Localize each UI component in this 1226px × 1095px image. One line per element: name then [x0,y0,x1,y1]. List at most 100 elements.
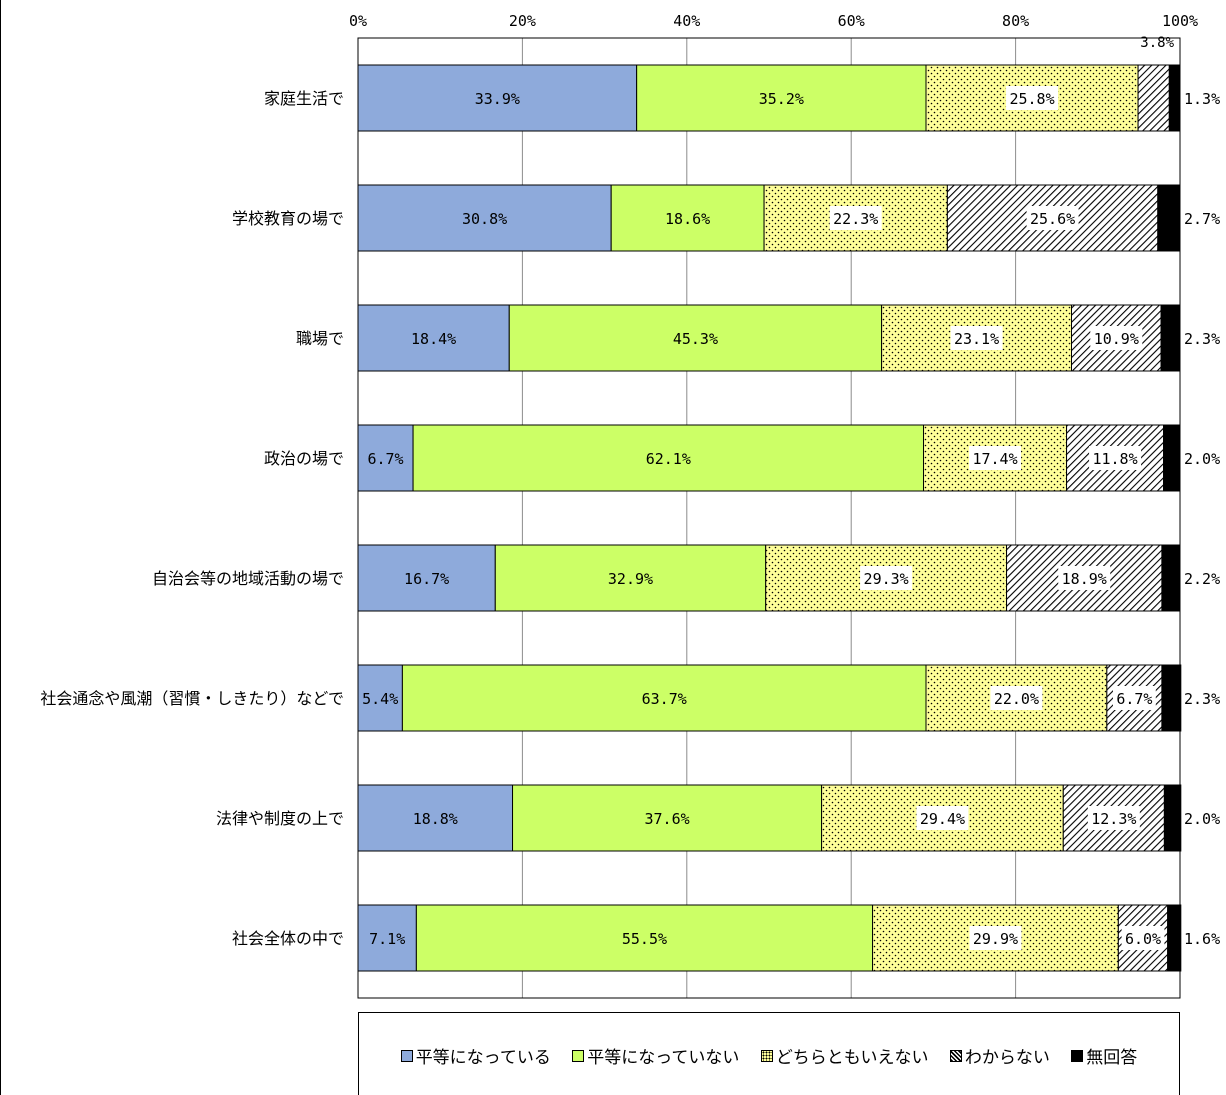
data-label: 29.9% [973,930,1018,948]
data-label-background [1058,566,1111,590]
legend-swatch-unknown [949,1050,962,1062]
bar-segment [1168,64,1181,132]
data-label-background [990,686,1043,710]
gridlines [521,38,1017,998]
x-tick-label: 20% [509,12,536,30]
category-label: 家庭生活で [264,89,344,108]
data-label: 5.4% [362,690,398,708]
data-label: 6.7% [367,450,403,468]
image-left-border [0,0,1,1095]
data-label: 1.3% [1184,90,1220,108]
data-label: 37.6% [644,810,689,828]
data-label: 18.9% [1062,570,1107,588]
bar-segment [508,304,883,372]
bar-segment [1137,64,1170,132]
data-label: 29.4% [920,810,965,828]
bar-segment [494,544,767,612]
data-label: 45.3% [673,330,718,348]
data-label-background [969,446,1022,470]
data-label: 2.0% [1184,810,1220,828]
bar-segment [357,904,417,972]
bar-segment [357,544,496,612]
data-label-background [969,926,1022,950]
bar-segment [401,664,927,732]
bar-segment [357,664,403,732]
data-label: 62.1% [646,450,691,468]
data-label: 2.3% [1184,330,1220,348]
legend-label-no-answer: 無回答 [1086,1048,1138,1068]
data-label: 30.8% [462,210,507,228]
data-label-background [1112,686,1156,710]
plot-area-frame [357,37,1181,999]
data-label: 22.3% [833,210,878,228]
data-label: 63.7% [642,690,687,708]
category-label: 学校教育の場で [232,209,344,228]
legend: 平等になっている 平等になっていない どちらともいえない わからない 無回答 [358,1012,1180,1095]
legend-items: 平等になっている 平等になっていない どちらともいえない わからない 無回答 [359,1043,1179,1068]
data-label: 11.8% [1092,450,1137,468]
legend-item-neither: どちらともいえない [760,1043,929,1068]
data-label: 55.5% [622,930,667,948]
data-label-background [916,806,969,830]
legend-label-unknown: わからない [964,1048,1050,1068]
bar-segment [946,184,1159,252]
data-label: 2.7% [1184,210,1220,228]
bar-segment [357,424,414,492]
data-label: 1.6% [1184,930,1220,948]
x-tick-label: 100% [1162,12,1198,30]
data-label-background [860,566,913,590]
legend-item-not-equal: 平等になっていない [572,1043,739,1068]
data-label: 12.3% [1091,810,1136,828]
data-label-background [1087,806,1140,830]
legend-swatch-equal [400,1050,413,1062]
data-label: 22.0% [994,690,1039,708]
legend-swatch-neither [760,1050,773,1062]
data-labels: 33.9% 35.2% 25.8% 3.8% 1.3% 30.8% 18.6% 22.3% 25… [362,35,1220,950]
data-label-background [1121,926,1165,950]
legend-label-neither: どちらともいえない [775,1048,929,1068]
data-label: 29.3% [864,570,909,588]
data-label: 16.7% [404,570,449,588]
bar-segment [1163,424,1181,492]
x-tick-label: 60% [838,12,865,30]
bar-segment [357,784,514,852]
data-label-background [1026,206,1079,230]
bar-segment [1161,544,1181,612]
category-label: 職場で [296,329,344,348]
legend-label-not-equal: 平等になっていない [587,1048,740,1068]
data-label: 2.3% [1184,690,1220,708]
data-label: 25.6% [1030,210,1075,228]
legend-item-no-answer: 無回答 [1071,1043,1137,1068]
data-label: 3.8% [1140,35,1174,51]
data-label: 23.1% [954,330,999,348]
bar-segment [1167,904,1182,972]
data-label: 33.9% [475,90,520,108]
bar-segment [636,64,927,132]
data-label-background [1090,326,1143,350]
data-label: 2.2% [1184,570,1220,588]
bar-segment [1163,784,1182,852]
category-label: 政治の場で [264,449,344,468]
bars [357,64,1182,972]
data-label: 7.1% [369,930,405,948]
x-tick-label: 0% [349,12,367,30]
data-label: 35.2% [759,90,804,108]
legend-item-unknown: わからない [949,1043,1050,1068]
bar-segment [412,424,925,492]
x-tick-label: 40% [673,12,700,30]
axes: 0% 20% 40% 60% 80% 100% 家庭生活で学校教育の場で職場で政治の場で自治… [40,12,1198,999]
bar-segment [1160,304,1181,372]
data-label: 6.0% [1125,930,1161,948]
category-label: 社会通念や風潮（習慣・しきたり）などで [40,689,344,708]
category-label: 社会全体の中で [232,929,344,948]
legend-swatch-not-equal [572,1050,585,1062]
category-label: 自治会等の地域活動の場で [152,569,344,588]
legend-item-equal: 平等になっている [400,1043,551,1068]
data-label-background [950,326,1003,350]
bar-segment [357,184,612,252]
data-label: 10.9% [1094,330,1139,348]
data-label: 18.8% [413,810,458,828]
bar-segment [1157,184,1181,252]
data-label: 6.7% [1116,690,1152,708]
